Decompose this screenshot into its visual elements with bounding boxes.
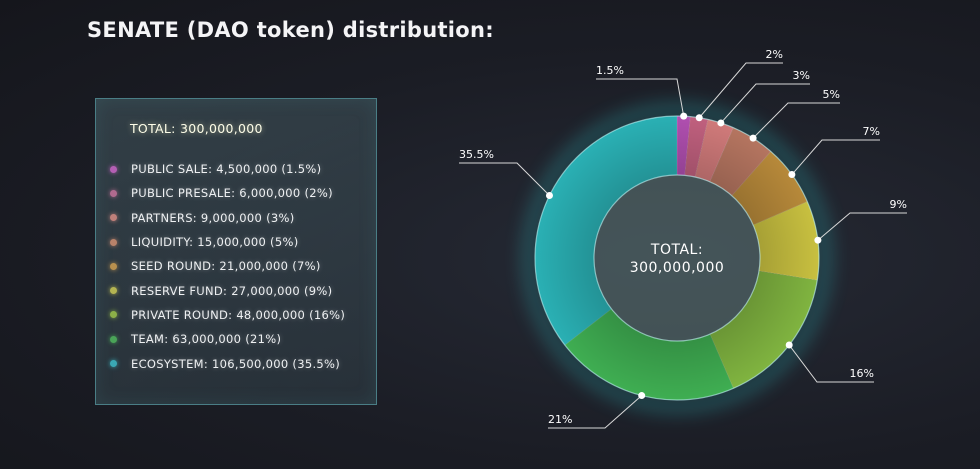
chart-glow — [522, 103, 832, 413]
legend-dot — [110, 287, 117, 295]
legend-item-public-sale: PUBLIC SALE: 4,500,000 (1.5%) — [110, 157, 345, 181]
legend-dot — [110, 214, 117, 222]
legend-item-team: TEAM: 63,000,000 (21%) — [110, 327, 345, 351]
slice-label-private-round: 16% — [850, 367, 874, 380]
legend-label: RESERVE FUND: 27,000,000 (9%) — [131, 283, 333, 298]
chart-title: SENATE (DAO token) distribution: — [87, 18, 494, 42]
donut-hole — [593, 174, 761, 342]
legend-panel: TOTAL: 300,000,000 PUBLIC SALE: 4,500,00… — [95, 98, 377, 405]
slice-label-public-sale: 1.5% — [596, 64, 624, 77]
slice-label-ecosystem: 35.5% — [459, 148, 494, 161]
legend-total: TOTAL: 300,000,000 — [130, 121, 263, 136]
legend-label: TEAM: 63,000,000 (21%) — [131, 332, 282, 347]
legend-item-reserve-fund: RESERVE FUND: 27,000,000 (9%) — [110, 278, 345, 302]
leader-line-reserve-fund — [817, 212, 907, 241]
outer-glow — [522, 103, 832, 413]
leader-dot-ecosystem — [545, 192, 553, 200]
chart-slices — [534, 115, 820, 401]
leader-line-liquidity — [752, 102, 840, 139]
legend-item-public-presale: PUBLIC PRESALE: 6,000,000 (2%) — [110, 181, 345, 205]
center-label-line1: TOTAL: — [650, 242, 703, 258]
legend-label: SEED ROUND: 21,000,000 (7%) — [131, 259, 321, 274]
legend-item-liquidity: LIQUIDITY: 15,000,000 (5%) — [110, 230, 345, 254]
legend-dot — [110, 165, 117, 173]
center-label-line2: 300,000,000 — [630, 260, 725, 276]
legend-label: ECOSYSTEM: 106,500,000 (35.5%) — [131, 356, 341, 371]
leader-dot-team — [638, 392, 646, 400]
legend-item-partners: PARTNERS: 9,000,000 (3%) — [110, 206, 345, 230]
legend-label: PUBLIC PRESALE: 6,000,000 (2%) — [131, 186, 333, 201]
legend-dot — [110, 189, 117, 197]
legend-item-seed-round: SEED ROUND: 21,000,000 (7%) — [110, 254, 345, 278]
leader-dot-private-round — [785, 341, 793, 349]
leader-dot-partners — [717, 119, 725, 127]
legend-dot — [110, 335, 117, 343]
legend-list: PUBLIC SALE: 4,500,000 (1.5%) PUBLIC PRE… — [110, 157, 345, 376]
leader-line-team — [548, 395, 643, 429]
leader-dot-seed-round — [788, 171, 796, 179]
leader-dot-liquidity — [749, 134, 757, 142]
slice-label-seed-round: 7% — [863, 125, 880, 138]
chart-hole — [593, 174, 761, 342]
leader-dot-reserve-fund — [814, 236, 822, 244]
legend-dot — [110, 311, 117, 319]
legend-dot — [110, 262, 117, 270]
leader-line-private-round — [788, 344, 874, 383]
slice-label-team: 21% — [548, 413, 572, 426]
legend-dot — [110, 360, 117, 368]
slice-label-public-presale: 2% — [766, 48, 783, 61]
leader-line-public-presale — [698, 62, 783, 119]
legend-item-private-round: PRIVATE ROUND: 48,000,000 (16%) — [110, 303, 345, 327]
leader-line-ecosystem — [459, 162, 550, 196]
legend-label: LIQUIDITY: 15,000,000 (5%) — [131, 235, 299, 250]
leader-dot-public-sale — [680, 112, 688, 120]
slice-label-liquidity: 5% — [823, 88, 840, 101]
leader-line-partners — [720, 83, 810, 124]
leader-line-seed-round — [791, 139, 880, 175]
slice-label-reserve-fund: 9% — [890, 198, 907, 211]
legend-label: PUBLIC SALE: 4,500,000 (1.5%) — [131, 162, 322, 177]
chart-leader-lines: 1.5% 2% 3% 5% 7% 9% 16% 21% 35.5% — [459, 48, 907, 429]
leader-dot-public-presale — [695, 114, 703, 122]
legend-item-ecosystem: ECOSYSTEM: 106,500,000 (35.5%) — [110, 351, 345, 375]
legend-label: PARTNERS: 9,000,000 (3%) — [131, 210, 295, 225]
slice-label-partners: 3% — [793, 69, 810, 82]
leader-line-public-sale — [596, 78, 685, 117]
legend-label: PRIVATE ROUND: 48,000,000 (16%) — [131, 307, 346, 322]
legend-dot — [110, 238, 117, 246]
